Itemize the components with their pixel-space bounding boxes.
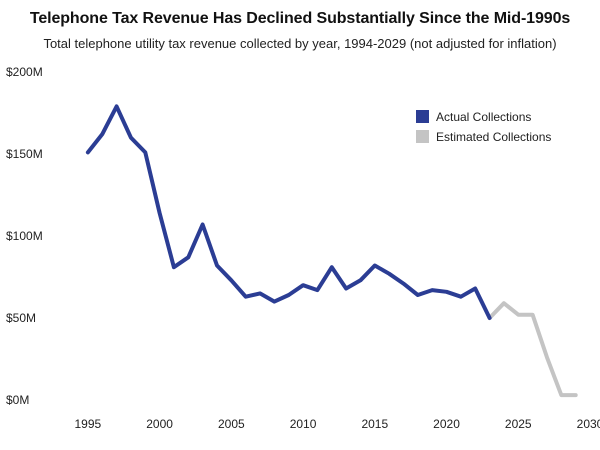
legend-label-actual-collections: Actual Collections bbox=[436, 110, 531, 124]
chart-subtitle: Total telephone utility tax revenue coll… bbox=[43, 36, 557, 51]
x-axis: 1995 2000 2005 2010 2015 2020 2025 2030 bbox=[75, 417, 600, 431]
x-tick-label: 2020 bbox=[433, 417, 460, 431]
series-line-estimated-collections bbox=[487, 301, 578, 398]
y-tick-label: $100M bbox=[6, 229, 43, 243]
series-lines bbox=[85, 104, 578, 398]
x-tick-label: 2010 bbox=[290, 417, 317, 431]
y-tick-label: $150M bbox=[6, 147, 43, 161]
x-tick-label: 2025 bbox=[505, 417, 532, 431]
x-tick-label: 2015 bbox=[361, 417, 388, 431]
x-tick-label: 2030 bbox=[577, 417, 600, 431]
y-tick-label: $0M bbox=[6, 393, 29, 407]
legend-swatch-actual-collections bbox=[416, 110, 429, 123]
legend: Actual Collections Estimated Collections bbox=[416, 110, 551, 144]
y-axis: $0M $50M $100M $150M $200M bbox=[6, 65, 43, 407]
legend-label-estimated-collections: Estimated Collections bbox=[436, 130, 551, 144]
x-tick-label: 1995 bbox=[75, 417, 102, 431]
y-tick-label: $50M bbox=[6, 311, 36, 325]
y-tick-label: $200M bbox=[6, 65, 43, 79]
x-tick-label: 2000 bbox=[146, 417, 173, 431]
chart-title: Telephone Tax Revenue Has Declined Subst… bbox=[29, 10, 571, 27]
x-tick-label: 2005 bbox=[218, 417, 245, 431]
series-line-actual-collections bbox=[85, 104, 492, 320]
legend-swatch-estimated-collections bbox=[416, 130, 429, 143]
